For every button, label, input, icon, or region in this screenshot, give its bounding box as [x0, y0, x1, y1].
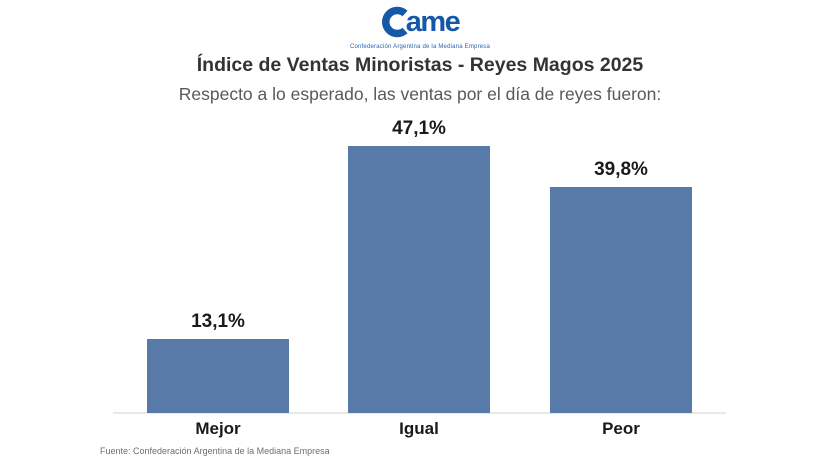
category-label-peor: Peor [602, 419, 640, 438]
value-label-peor: 39,8% [594, 159, 648, 180]
value-label-mejor: 13,1% [191, 311, 245, 332]
source-note: Fuente: Confederación Argentina de la Me… [100, 446, 330, 456]
category-label-mejor: Mejor [195, 419, 241, 438]
x-axis-line [113, 412, 726, 414]
category-label-igual: Igual [399, 419, 439, 438]
chart-title: Índice de Ventas Minoristas - Reyes Mago… [196, 54, 644, 76]
chart-subtitle: Respecto a lo esperado, las ventas por e… [178, 84, 662, 104]
came-logo-wordmark-row: ame [381, 5, 461, 39]
bar-peor [550, 187, 692, 413]
came-logo-wordmark: ame [405, 6, 461, 38]
came-logo: ame Confederación Argentina de la Median… [0, 5, 840, 51]
came-logo-c-icon [381, 6, 413, 38]
bar-igual [348, 146, 490, 413]
came-logo-tagline: Confederación Argentina de la Mediana Em… [349, 44, 491, 50]
bar-mejor [147, 339, 289, 413]
value-label-igual: 47,1% [392, 118, 446, 139]
